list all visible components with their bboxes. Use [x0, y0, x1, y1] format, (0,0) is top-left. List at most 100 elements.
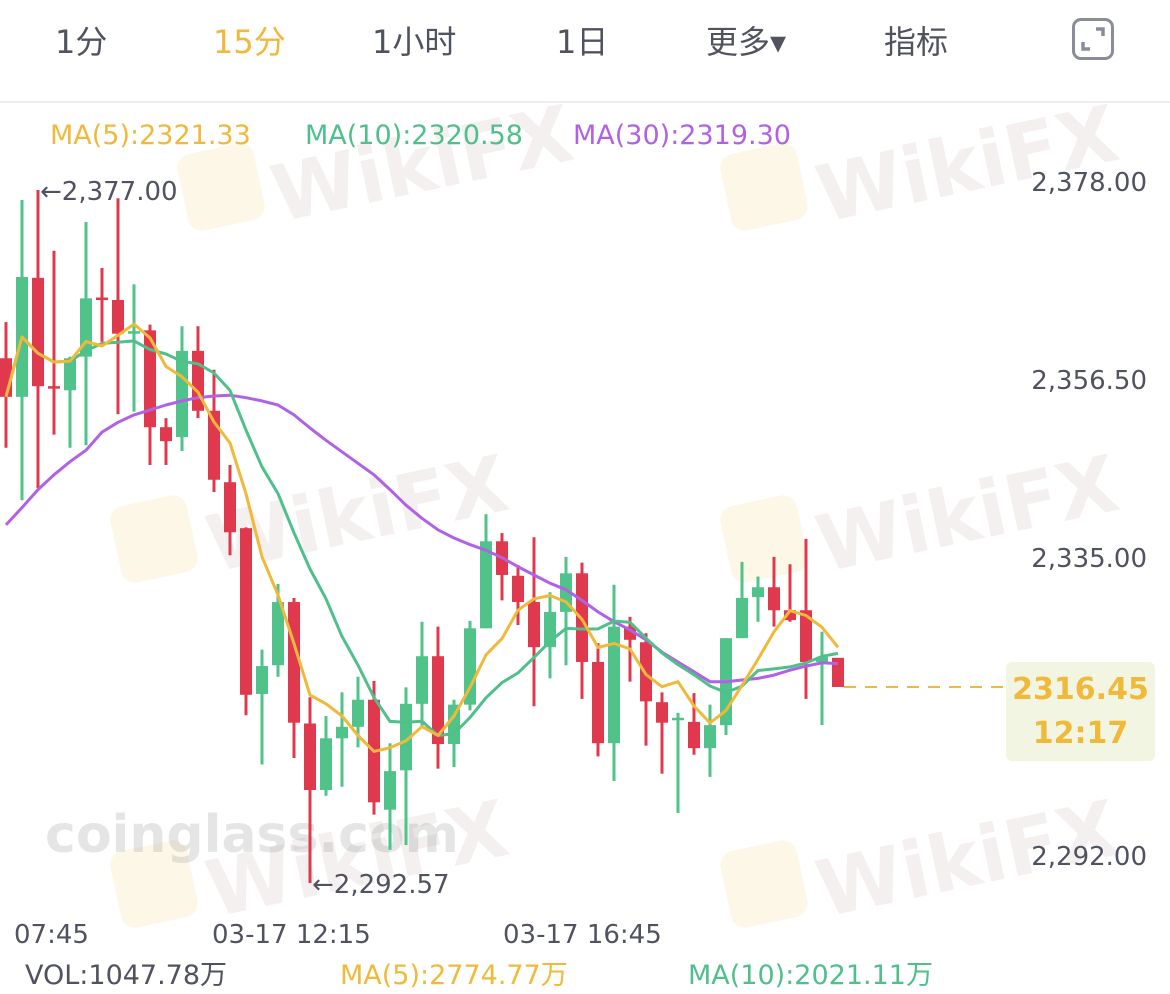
candle-body: [416, 656, 428, 704]
ma30-legend: MA(30):2319.30: [573, 120, 791, 151]
candle-body: [272, 602, 284, 666]
candle-body: [480, 541, 492, 629]
tab-1day[interactable]: 1日: [556, 23, 609, 61]
candle-body: [304, 723, 316, 791]
candle: [752, 576, 764, 622]
candle-body: [160, 427, 172, 442]
candle: [96, 267, 108, 342]
candle-body: [128, 331, 140, 334]
volume-ma10-legend: MA(10):2021.11万: [688, 960, 933, 991]
x-tick-label: 03-17 16:45: [503, 920, 662, 950]
ma10-legend: MA(10):2320.58: [305, 120, 523, 151]
candle-body: [224, 482, 236, 533]
candle-body: [96, 297, 108, 301]
countdown-time: 12:17: [1032, 716, 1129, 751]
candle-body: [816, 657, 828, 662]
candle-body: [432, 656, 444, 745]
ma5-line: [4, 322, 840, 753]
fullscreen-button[interactable]: [1072, 18, 1114, 60]
candle-body: [336, 726, 348, 739]
candle: [800, 538, 812, 699]
candle: [592, 643, 604, 757]
candle: [336, 692, 348, 787]
candle-body: [800, 610, 812, 662]
candle-body: [656, 702, 668, 723]
candle-body: [400, 703, 412, 771]
candle: [384, 743, 396, 850]
candle: [544, 592, 556, 679]
candle: [160, 418, 172, 465]
tab-15min[interactable]: 15分: [213, 23, 286, 61]
candle: [672, 712, 684, 813]
candle-body: [704, 725, 716, 749]
current-price: 2316.45: [1012, 672, 1149, 707]
candle: [656, 692, 668, 774]
tab-indicators[interactable]: 指标: [884, 23, 949, 61]
candle: [704, 704, 716, 777]
candle-body: [736, 597, 748, 639]
candle: [736, 561, 748, 639]
candle: [416, 621, 428, 727]
candle-body: [256, 666, 268, 694]
current-price-tag: 2316.45 12:17: [1006, 662, 1155, 761]
candle: [224, 464, 236, 556]
candle: [256, 649, 268, 765]
tab-1hour[interactable]: 1小时: [372, 23, 457, 61]
candle-body: [64, 358, 76, 391]
candle-body: [176, 350, 188, 438]
candle-body: [784, 610, 796, 621]
ma30-line: [4, 393, 839, 684]
y-tick-label: 2,292.00: [1031, 842, 1147, 872]
candle-body: [592, 661, 604, 744]
candle: [816, 631, 828, 726]
tab-more[interactable]: 更多▾: [706, 23, 787, 61]
candle: [240, 527, 252, 716]
candle-body: [288, 602, 300, 723]
candle: [80, 222, 92, 446]
candle-body: [672, 717, 684, 721]
candle-body: [48, 386, 60, 389]
candle: [512, 565, 524, 626]
y-tick-label: 2,335.00: [1031, 544, 1147, 574]
low-marker: ←2,292.57: [312, 870, 450, 900]
ma10-line: [4, 335, 839, 737]
candle-body: [528, 602, 540, 648]
tab-1min[interactable]: 1分: [55, 23, 108, 61]
candle: [400, 687, 412, 845]
candle-body: [384, 771, 396, 810]
candle: [576, 562, 588, 699]
candle-body: [512, 575, 524, 603]
candle: [688, 693, 700, 755]
candle-body: [768, 587, 780, 611]
candle: [176, 326, 188, 452]
candle: [64, 356, 76, 448]
candle: [112, 198, 124, 415]
candle: [48, 250, 60, 435]
candle: [304, 697, 316, 884]
candle-body: [112, 299, 124, 334]
candle-body: [32, 277, 44, 387]
candle-body: [608, 626, 620, 744]
candle-body: [688, 721, 700, 749]
candle: [640, 633, 652, 746]
candle: [192, 326, 204, 419]
volume-ma5-legend: MA(5):2774.77万: [340, 960, 568, 991]
candle: [720, 638, 732, 736]
candle: [32, 190, 44, 488]
candle: [560, 556, 572, 666]
candle-body: [352, 699, 364, 727]
candle: [432, 626, 444, 769]
candle-body: [464, 628, 476, 705]
candle-body: [240, 528, 252, 695]
candle-body: [832, 657, 844, 687]
expand-icon: [1081, 27, 1105, 51]
candle: [480, 514, 492, 629]
interval-tabs: 1分 15分 1小时 1日 更多▾ 指标: [0, 0, 1170, 100]
candle: [528, 537, 540, 707]
header-divider: [0, 101, 1170, 103]
y-tick-label: 2,378.00: [1031, 168, 1147, 198]
x-tick-label: 03-17 12:15: [212, 920, 371, 950]
ma5-legend: MA(5):2321.33: [50, 120, 251, 151]
x-tick-label: 07:45: [14, 920, 89, 950]
